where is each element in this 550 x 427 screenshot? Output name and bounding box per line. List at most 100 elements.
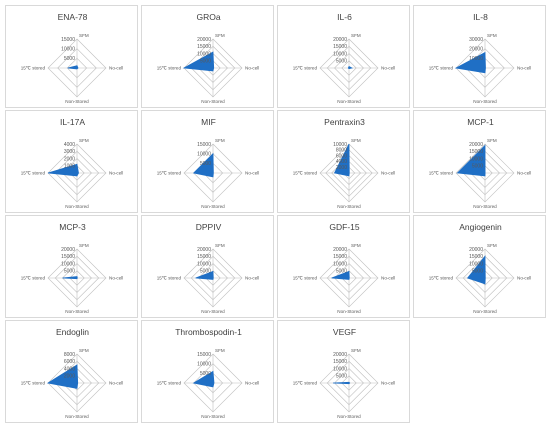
radar-tick-label: 15000 [333, 44, 347, 50]
radar-chart-panel: VEGF 5000 10000 15000 20000 SFM No-cell Non-Sto… [277, 320, 410, 423]
axis-label-15c-stored: 15℃ stored [157, 276, 182, 281]
axis-label-sfm: SFM [79, 348, 89, 353]
axis-label-sfm: SFM [351, 33, 361, 38]
radar-tick-label: 20000 [469, 142, 483, 148]
axis-label-sfm: SFM [351, 243, 361, 248]
axis-label-15c-stored: 15℃ stored [157, 66, 182, 71]
radar-tick-label: 10000 [333, 261, 347, 267]
axis-label-no-cell: No-cell [517, 276, 531, 281]
axis-label-no-cell: No-cell [109, 276, 123, 281]
axis-label-no-cell: No-cell [245, 276, 259, 281]
axis-label-sfm: SFM [79, 33, 89, 38]
axis-label-non-stored: Non-Stored [337, 99, 361, 104]
radar-tick-label: 5000 [336, 269, 347, 275]
radar-tick-label: 20000 [197, 37, 211, 43]
radar-tick-label: 6000 [336, 153, 347, 159]
axis-label-no-cell: No-cell [517, 66, 531, 71]
radar-tick-label: 15000 [61, 37, 75, 43]
radar-chart-panel: ENA-78 5000 10000 15000 SFM No-cell Non-Stored… [5, 5, 138, 108]
radar-tick-label: 8000 [336, 148, 347, 154]
radar-tick-label: 5000 [472, 269, 483, 275]
radar-tick-label: 8000 [64, 352, 75, 358]
radar-tick-label: 15000 [197, 44, 211, 50]
radar-chart-panel: IL-17A 1000 2000 3000 4000 SFM No-cell Non-Stor… [5, 110, 138, 213]
radar-tick-label: 30000 [469, 37, 483, 43]
radar-tick-label: 5000 [64, 56, 75, 62]
axis-label-non-stored: Non-Stored [65, 204, 89, 209]
radar-tick-label: 4000 [64, 142, 75, 148]
radar-tick-label: 15000 [469, 254, 483, 260]
axis-label-no-cell: No-cell [245, 381, 259, 386]
axis-label-no-cell: No-cell [245, 171, 259, 176]
axis-label-non-stored: Non-Stored [65, 309, 89, 314]
radar-tick-label: 10000 [469, 56, 483, 62]
axis-label-sfm: SFM [215, 138, 225, 143]
radar-tick-label: 5000 [200, 161, 211, 167]
axis-label-sfm: SFM [215, 243, 225, 248]
radar-data-polygon [466, 255, 486, 285]
radar-chart-panel: IL-6 5000 10000 15000 20000 SFM No-cell Non-Sto… [277, 5, 410, 108]
chart-title: IL-17A [60, 117, 85, 127]
axis-label-sfm: SFM [487, 33, 497, 38]
radar-tick-label: 10000 [61, 46, 75, 52]
radar-data-polygon [332, 381, 351, 385]
axis-label-15c-stored: 15℃ stored [21, 66, 46, 71]
radar-chart-panel: MCP-1 5000 10000 15000 20000 SFM No-cell Non-St… [413, 110, 546, 213]
radar-tick-label: 5000 [336, 374, 347, 380]
radar-tick-label: 5000 [472, 164, 483, 170]
axis-label-15c-stored: 15℃ stored [429, 171, 454, 176]
chart-title: GDF-15 [329, 222, 360, 232]
radar-chart-panel: Pentraxin3 2000 4000 6000 8000 10000 SFM No-cel… [277, 110, 410, 213]
axis-label-15c-stored: 15℃ stored [429, 276, 454, 281]
radar-tick-label: 10000 [333, 142, 347, 148]
radar-tick-label: 5000 [336, 59, 347, 65]
radar-tick-label: 20000 [333, 37, 347, 43]
radar-tick-label: 15000 [61, 254, 75, 260]
axis-label-non-stored: Non-Stored [201, 99, 225, 104]
chart-title: Pentraxin3 [324, 117, 365, 127]
axis-label-no-cell: No-cell [381, 171, 395, 176]
radar-tick-label: 5000 [200, 59, 211, 65]
axis-label-non-stored: Non-Stored [473, 309, 497, 314]
radar-chart-panel: MIF 5000 10000 15000 SFM No-cell Non-Stored 15℃… [141, 110, 274, 213]
radar-tick-label: 15000 [469, 149, 483, 155]
radar-chart-panel: Angiogenin 5000 10000 15000 20000 SFM No-cell N… [413, 215, 546, 318]
axis-label-15c-stored: 15℃ stored [293, 276, 318, 281]
radar-data-polygon [192, 370, 215, 388]
radar-data-polygon [454, 51, 486, 74]
chart-title: MCP-1 [467, 117, 494, 127]
radar-chart-svg: ENA-78 5000 10000 15000 SFM No-cell Non-Stored… [21, 12, 124, 104]
axis-label-non-stored: Non-Stored [337, 309, 361, 314]
radar-tick-label: 10000 [197, 151, 211, 157]
radar-tick-label: 6000 [64, 359, 75, 365]
radar-tick-label: 10000 [197, 361, 211, 367]
radar-tick-label: 20000 [469, 247, 483, 253]
radar-tick-label: 10000 [333, 366, 347, 372]
axis-label-sfm: SFM [487, 243, 497, 248]
radar-tick-label: 2000 [64, 156, 75, 162]
axis-label-non-stored: Non-Stored [65, 414, 89, 419]
radar-data-polygon [195, 270, 214, 280]
radar-data-polygon [456, 144, 486, 177]
radar-tick-label: 5000 [64, 269, 75, 275]
radar-tick-label: 15000 [197, 254, 211, 260]
radar-tick-label: 10000 [61, 261, 75, 267]
chart-title: MIF [201, 117, 216, 127]
radar-chart-panel: DPPIV 5000 10000 15000 20000 SFM No-cell Non-St… [141, 215, 274, 318]
axis-label-no-cell: No-cell [381, 276, 395, 281]
axis-label-non-stored: Non-Stored [201, 309, 225, 314]
axis-label-no-cell: No-cell [109, 381, 123, 386]
axis-label-non-stored: Non-Stored [337, 204, 361, 209]
axis-label-no-cell: No-cell [381, 381, 395, 386]
chart-title: Endoglin [56, 327, 89, 337]
radar-chart-svg: MIF 5000 10000 15000 SFM No-cell Non-Stored 15℃… [157, 117, 260, 209]
axis-label-non-stored: Non-Stored [473, 99, 497, 104]
